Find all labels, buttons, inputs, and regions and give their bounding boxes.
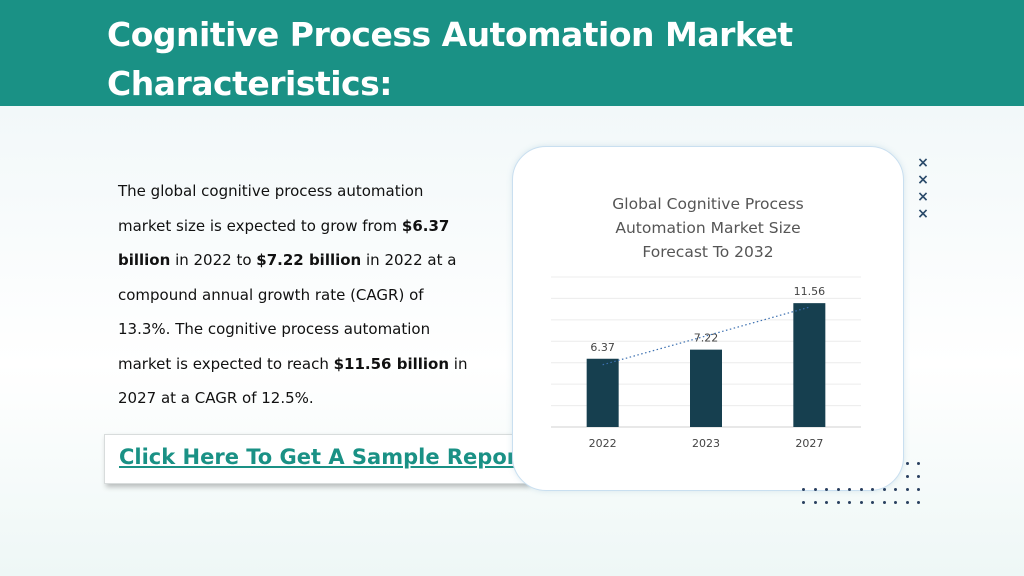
dot (917, 488, 920, 491)
value-2023: $7.22 billion (256, 251, 362, 269)
dot (848, 488, 851, 491)
bar-chart: 6.37 2022 7.22 2023 11.56 2027 (551, 276, 861, 450)
dot (859, 488, 863, 491)
dot (802, 488, 805, 491)
dot (802, 501, 805, 504)
data-label-2022: 6.37 (590, 341, 615, 354)
value-2022: $6.37 billion (118, 216, 450, 270)
bar-2022 (586, 358, 619, 427)
x-pattern-decoration: × × × × (913, 155, 933, 223)
dot (825, 488, 828, 491)
dot (825, 501, 828, 504)
text-segment: in 2022 to (170, 251, 257, 269)
x-icon: × (917, 172, 929, 188)
dot (813, 501, 817, 504)
x-icon: × (917, 189, 929, 205)
dot (859, 501, 863, 504)
dot (882, 501, 886, 504)
dot (905, 501, 909, 504)
chart-card: Global Cognitive Process Automation Mark… (512, 146, 904, 491)
sample-report-button[interactable]: Click Here To Get A Sample Report (104, 434, 528, 484)
x-icon: × (917, 155, 929, 171)
dot (848, 501, 851, 504)
text-segment: in 2022 at a compound annual growth rate… (118, 251, 457, 373)
bar-2027 (793, 303, 826, 427)
dot (894, 501, 897, 504)
dot (917, 475, 920, 478)
description-paragraph: The global cognitive process automation … (118, 174, 468, 416)
dot (905, 488, 909, 491)
dot (905, 462, 909, 465)
chart-title: Global Cognitive Process Automation Mark… (612, 195, 804, 261)
header-bar: Cognitive Process Automation Market Char… (0, 0, 1024, 106)
dot (871, 488, 874, 491)
x-icon: × (917, 206, 929, 222)
dot (836, 501, 840, 504)
dot (917, 501, 920, 504)
sample-report-link[interactable]: Click Here To Get A Sample Report (119, 445, 528, 469)
dot (882, 488, 886, 491)
x-tick-label: 2027 (795, 437, 823, 450)
dot (871, 501, 874, 504)
dot (905, 475, 909, 478)
dot (836, 488, 840, 491)
page-title: Cognitive Process Automation Market Char… (107, 15, 793, 103)
data-label-2027: 11.56 (794, 285, 826, 298)
text-segment: The global cognitive process automation … (118, 182, 424, 235)
data-label-2023: 7.22 (694, 332, 719, 345)
value-2027: $11.56 billion (333, 354, 450, 373)
dot (894, 488, 897, 491)
text-segment: in 2027 at a CAGR of 12.5%. (118, 354, 468, 408)
bar-2023 (690, 349, 722, 427)
x-tick-label: 2023 (692, 437, 720, 450)
x-tick-label: 2022 (589, 437, 617, 450)
dot (813, 488, 817, 491)
dot (917, 462, 920, 465)
